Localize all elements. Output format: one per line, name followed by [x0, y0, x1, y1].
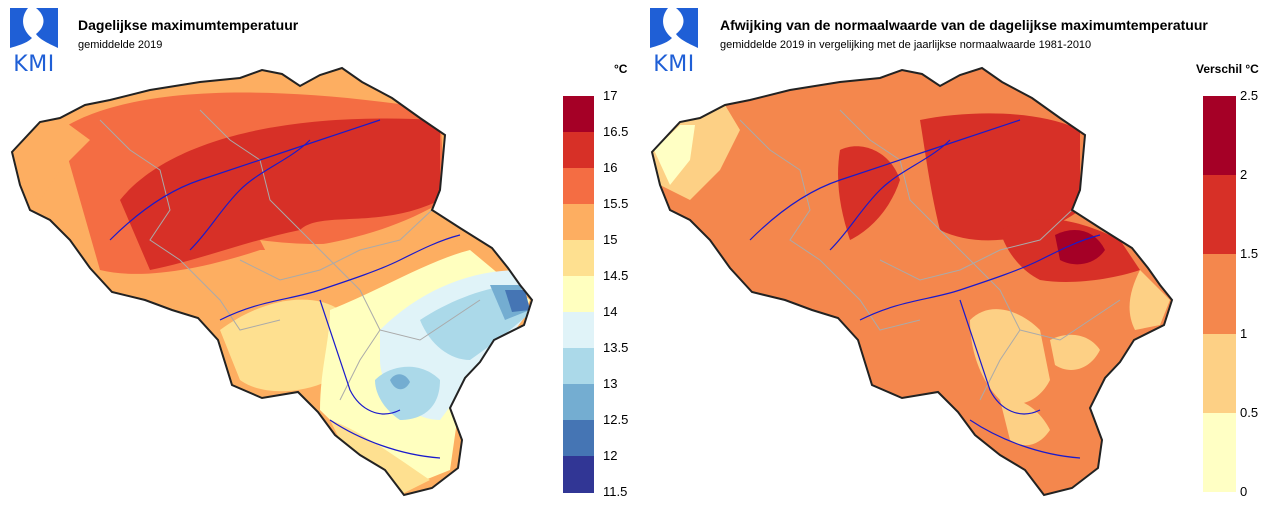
colorbar-cell [563, 384, 594, 421]
legend-tick-label: 15.5 [603, 196, 629, 211]
kmi-logo: KMI [6, 4, 62, 77]
legend-tick-label: 13 [603, 376, 618, 391]
colorbar-cell [563, 420, 594, 457]
colorbar-cell [563, 276, 594, 313]
colorbar-cell [563, 312, 594, 349]
belgium-anomaly-map [651, 67, 1173, 496]
legend-tick-label: 2 [1240, 167, 1248, 183]
temperature-colorbar [563, 96, 594, 493]
colorbar-cell [563, 240, 594, 277]
kmi-logo: KMI [646, 4, 702, 77]
legend-tick-label: 14.5 [603, 268, 629, 283]
panel-max-temperature: KMI Dagelijkse maximumtemperatuur gemidd… [6, 4, 629, 499]
colorbar-cell [563, 348, 594, 385]
legend-tick-label: 2.5 [1240, 88, 1259, 103]
panel-temperature-anomaly: KMI Afwijking van de normaalwaarde van d… [640, 0, 1280, 507]
legend-tick-label: 14 [603, 304, 618, 319]
legend-tick-label: 16 [603, 160, 618, 175]
legend-tick-label: 16.5 [603, 124, 629, 139]
legend-tick-label: 13.5 [603, 340, 629, 355]
colorbar-cell [563, 96, 594, 133]
colorbar-cell [1203, 254, 1236, 335]
legend-unit: Verschil °C [1196, 62, 1259, 76]
colorbar-cell [1203, 96, 1236, 176]
map-subtitle: gemiddelde 2019 [78, 39, 163, 51]
legend-tick-label: 15 [603, 232, 618, 247]
legend-unit: °C [614, 62, 628, 76]
legend-tick-label: 0.5 [1240, 404, 1259, 420]
legend-tick-label: 12.5 [603, 412, 629, 427]
legend-tick-label: 17 [603, 88, 618, 103]
anomaly-colorbar [1203, 96, 1236, 493]
colorbar-cell [563, 456, 594, 493]
colorbar-cell [563, 132, 594, 169]
legend-tick-label: 0 [1240, 484, 1248, 499]
colorbar-cell [1203, 175, 1236, 255]
map-subtitle: gemiddelde 2019 in vergelijking met de j… [720, 39, 1092, 51]
colorbar-cell [563, 204, 594, 241]
kmi-logo-icon [650, 8, 698, 48]
map-title: Afwijking van de normaalwaarde van de da… [720, 17, 1208, 33]
colorbar-cell [1203, 412, 1236, 493]
legend-tick-label: 1.5 [1240, 246, 1259, 262]
colorbar-cell [563, 168, 594, 205]
kmi-logo-text: KMI [13, 52, 55, 77]
legend-tick-label: 1 [1240, 325, 1248, 341]
legend-tick-label: 12 [603, 448, 618, 463]
colorbar-cell [1203, 333, 1236, 414]
belgium-temperature-map [11, 67, 533, 496]
kmi-logo-icon [10, 8, 58, 48]
kmi-logo-text: KMI [653, 52, 695, 77]
legend-tick-label: 11.5 [603, 484, 628, 499]
map-title: Dagelijkse maximumtemperatuur [78, 17, 299, 33]
